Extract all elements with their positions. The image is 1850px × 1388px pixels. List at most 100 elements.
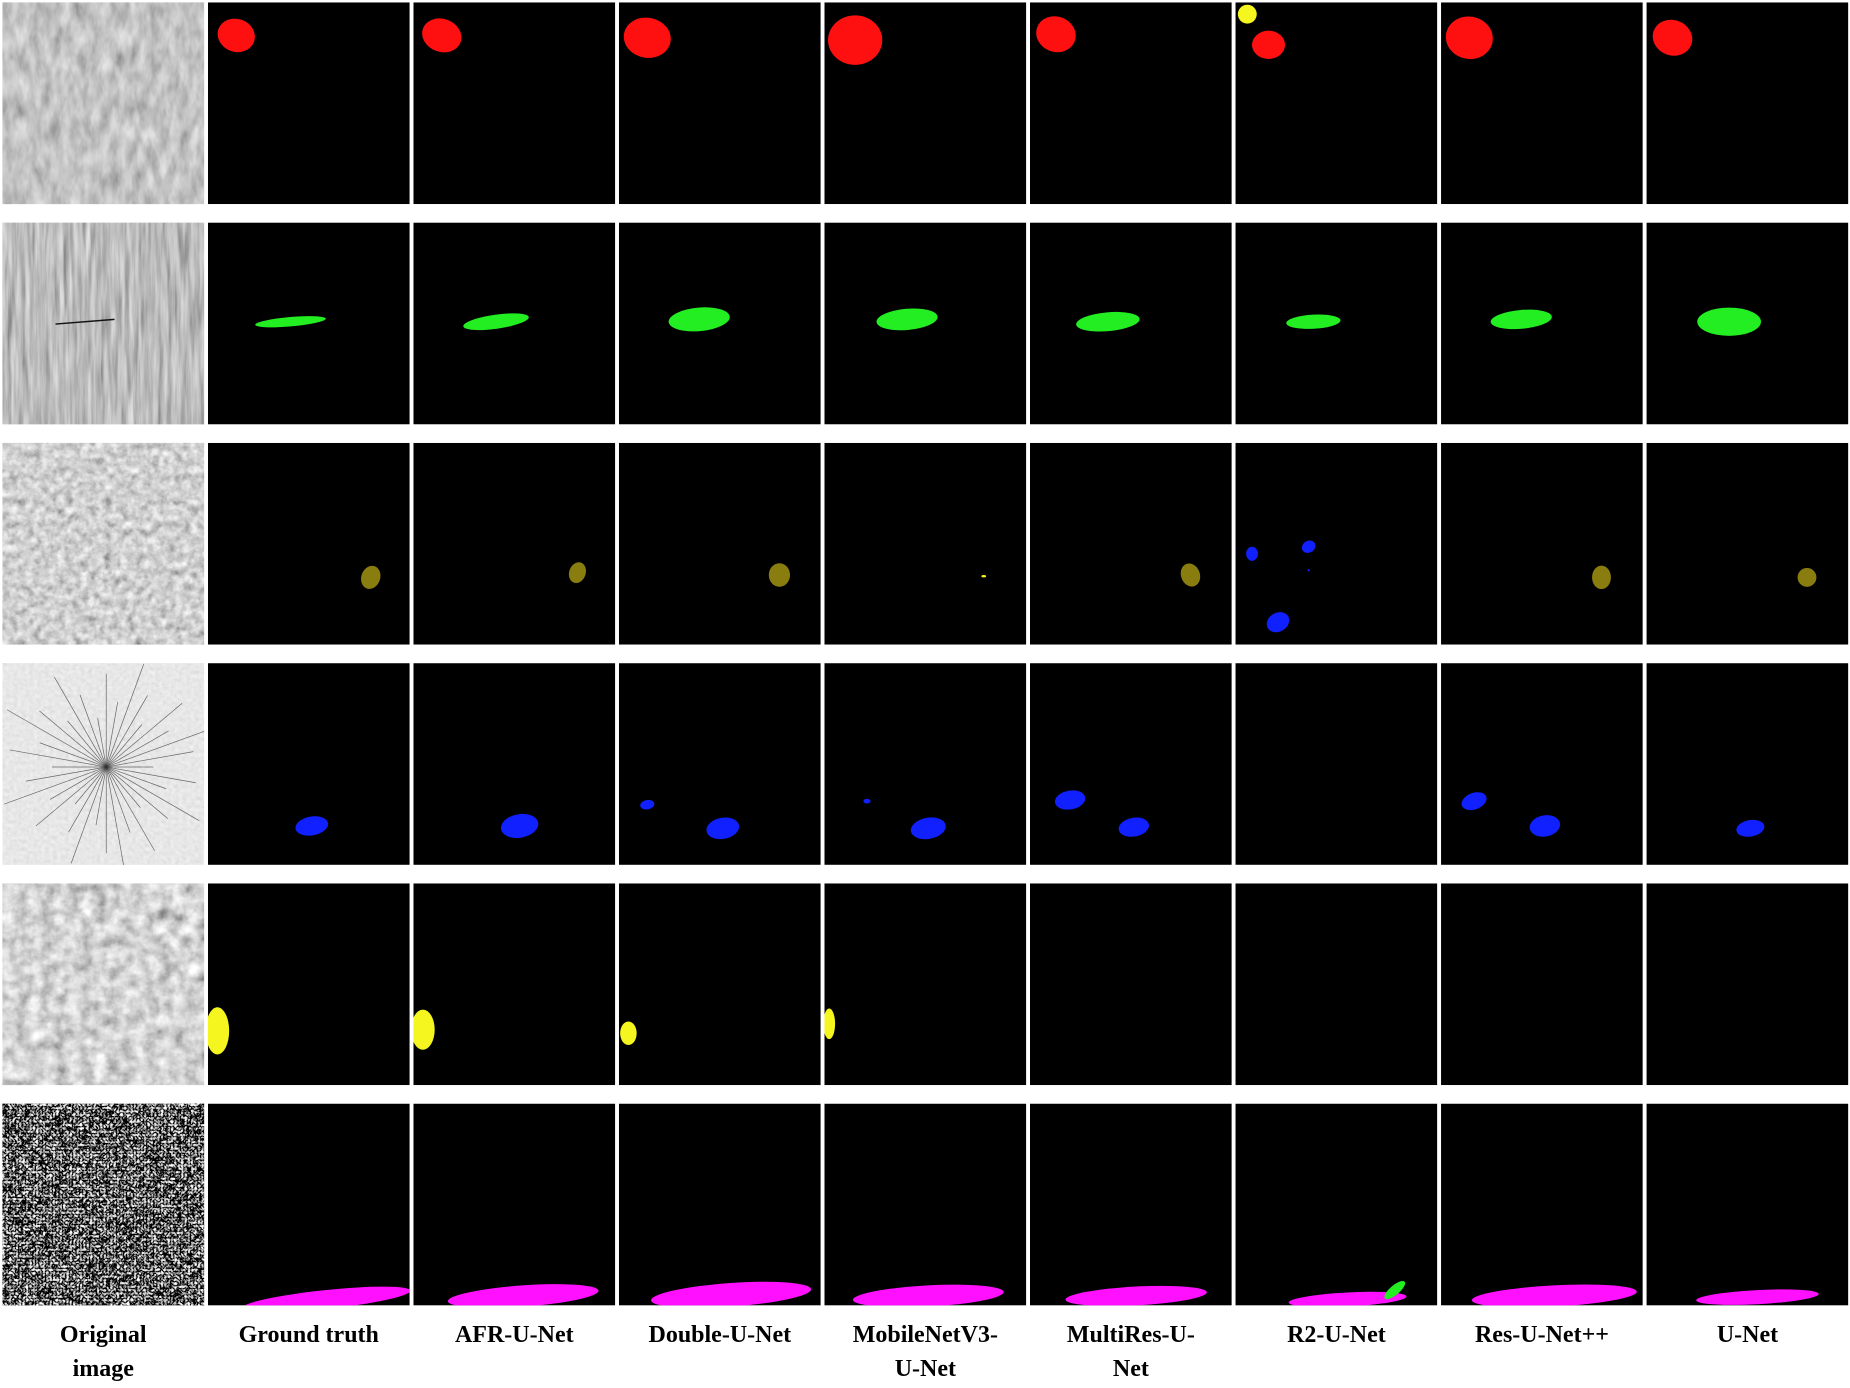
original-image [2,663,205,865]
mask-region [1252,30,1286,59]
mask-background [207,1103,410,1306]
column-label: R2-U-Net [1287,1322,1386,1348]
texture-streak [54,676,107,768]
segmentation-mask [824,1103,1027,1306]
texture-streak [106,766,196,784]
segmentation-mask [1029,883,1232,1086]
column-label: MultiRes-U-Net [1066,1322,1195,1382]
mask-background [824,442,1027,645]
segmentation-mask [413,222,616,425]
mask-region [623,17,671,58]
image-texture [2,883,205,1086]
texture-streak [26,766,107,782]
segmentation-mask [207,663,410,865]
mask-region [295,816,329,836]
segmentation-mask [824,883,1027,1086]
mask-region [651,1281,812,1306]
texture-streak [74,766,107,805]
segmentation-mask [824,442,1027,645]
mask-region [620,1021,637,1046]
segmentation-mask [1235,2,1438,205]
mask-region [447,1284,599,1306]
texture-streak [49,766,107,800]
mask-background [824,1103,1027,1306]
segmentation-mask [618,1103,821,1306]
mask-background [1646,442,1849,645]
mask-region [241,1286,410,1306]
image-grid [2,2,1849,1306]
texture-streak [106,730,169,768]
mask-background [207,442,410,645]
mask-region [207,1007,230,1055]
column-label: Ground truth [238,1322,379,1348]
mask-region [422,18,462,53]
mask-background [207,883,410,1086]
texture-streak [106,766,167,790]
original-image [2,883,205,1086]
segmentation-mask [1441,2,1643,205]
mask-region [981,575,987,578]
segmentation-mask [413,442,616,645]
mask-background [1646,1103,1849,1306]
segmentation-mask [1646,2,1849,205]
mask-background [618,883,821,1086]
mask-region [361,565,381,589]
mask-region [1036,16,1076,53]
mask-background [1441,883,1643,1086]
texture-streak [106,702,183,768]
texture-streak [55,318,115,325]
texture-streak [79,694,107,768]
mask-region [1246,546,1258,561]
texture-streak [106,751,194,768]
mask-region [1696,1289,1819,1305]
texture-streak [105,766,131,833]
mask-background [1441,442,1643,645]
segmentation-mask [824,2,1027,205]
mask-region [910,817,946,840]
mask-background [1029,883,1232,1086]
segmentation-mask [824,663,1027,865]
segmentation-mask [618,663,821,865]
texture-streak [9,749,107,768]
mask-region [1652,19,1693,56]
mask-background [413,883,616,1086]
texture-streak [106,766,168,819]
segmentation-mask [1029,1103,1232,1306]
mask-region [217,18,255,53]
column-label: Res-U-Net++ [1474,1322,1609,1348]
original-image [2,2,205,205]
mask-background [1235,883,1438,1086]
texture-streak [105,724,143,768]
mask-region [706,817,740,840]
mask-region [852,1284,1004,1306]
segmentation-mask [1235,1103,1438,1306]
texture-streak [4,766,107,805]
mask-region [1736,819,1765,837]
image-texture [2,222,205,425]
column-label: MobileNetV3-U-Net [852,1322,998,1382]
mask-region [1237,4,1257,24]
segmentation-mask [1235,883,1438,1086]
segmentation-mask [207,442,410,645]
segmentation-mask [1029,222,1232,425]
mask-region [1529,815,1561,837]
segmentation-mask [413,663,616,865]
column-label: Double-U-Net [648,1322,792,1348]
segmentation-mask [413,883,616,1086]
segmentation-mask [207,1103,410,1306]
segmentation-mask [1235,663,1438,865]
original-image [2,442,205,645]
mask-region [463,313,529,331]
segmentation-mask [207,2,410,205]
mask-region [1445,16,1493,60]
image-texture [2,442,205,645]
mask-region [1076,311,1140,332]
texture-streak [67,720,107,768]
column-label: AFR-U-Net [454,1322,574,1348]
mask-region [1065,1285,1207,1306]
segmentation-mask [618,442,821,645]
mask-background [824,883,1027,1086]
texture-streak [106,730,205,768]
segmentation-mask [207,883,410,1086]
texture-streak [105,766,124,865]
